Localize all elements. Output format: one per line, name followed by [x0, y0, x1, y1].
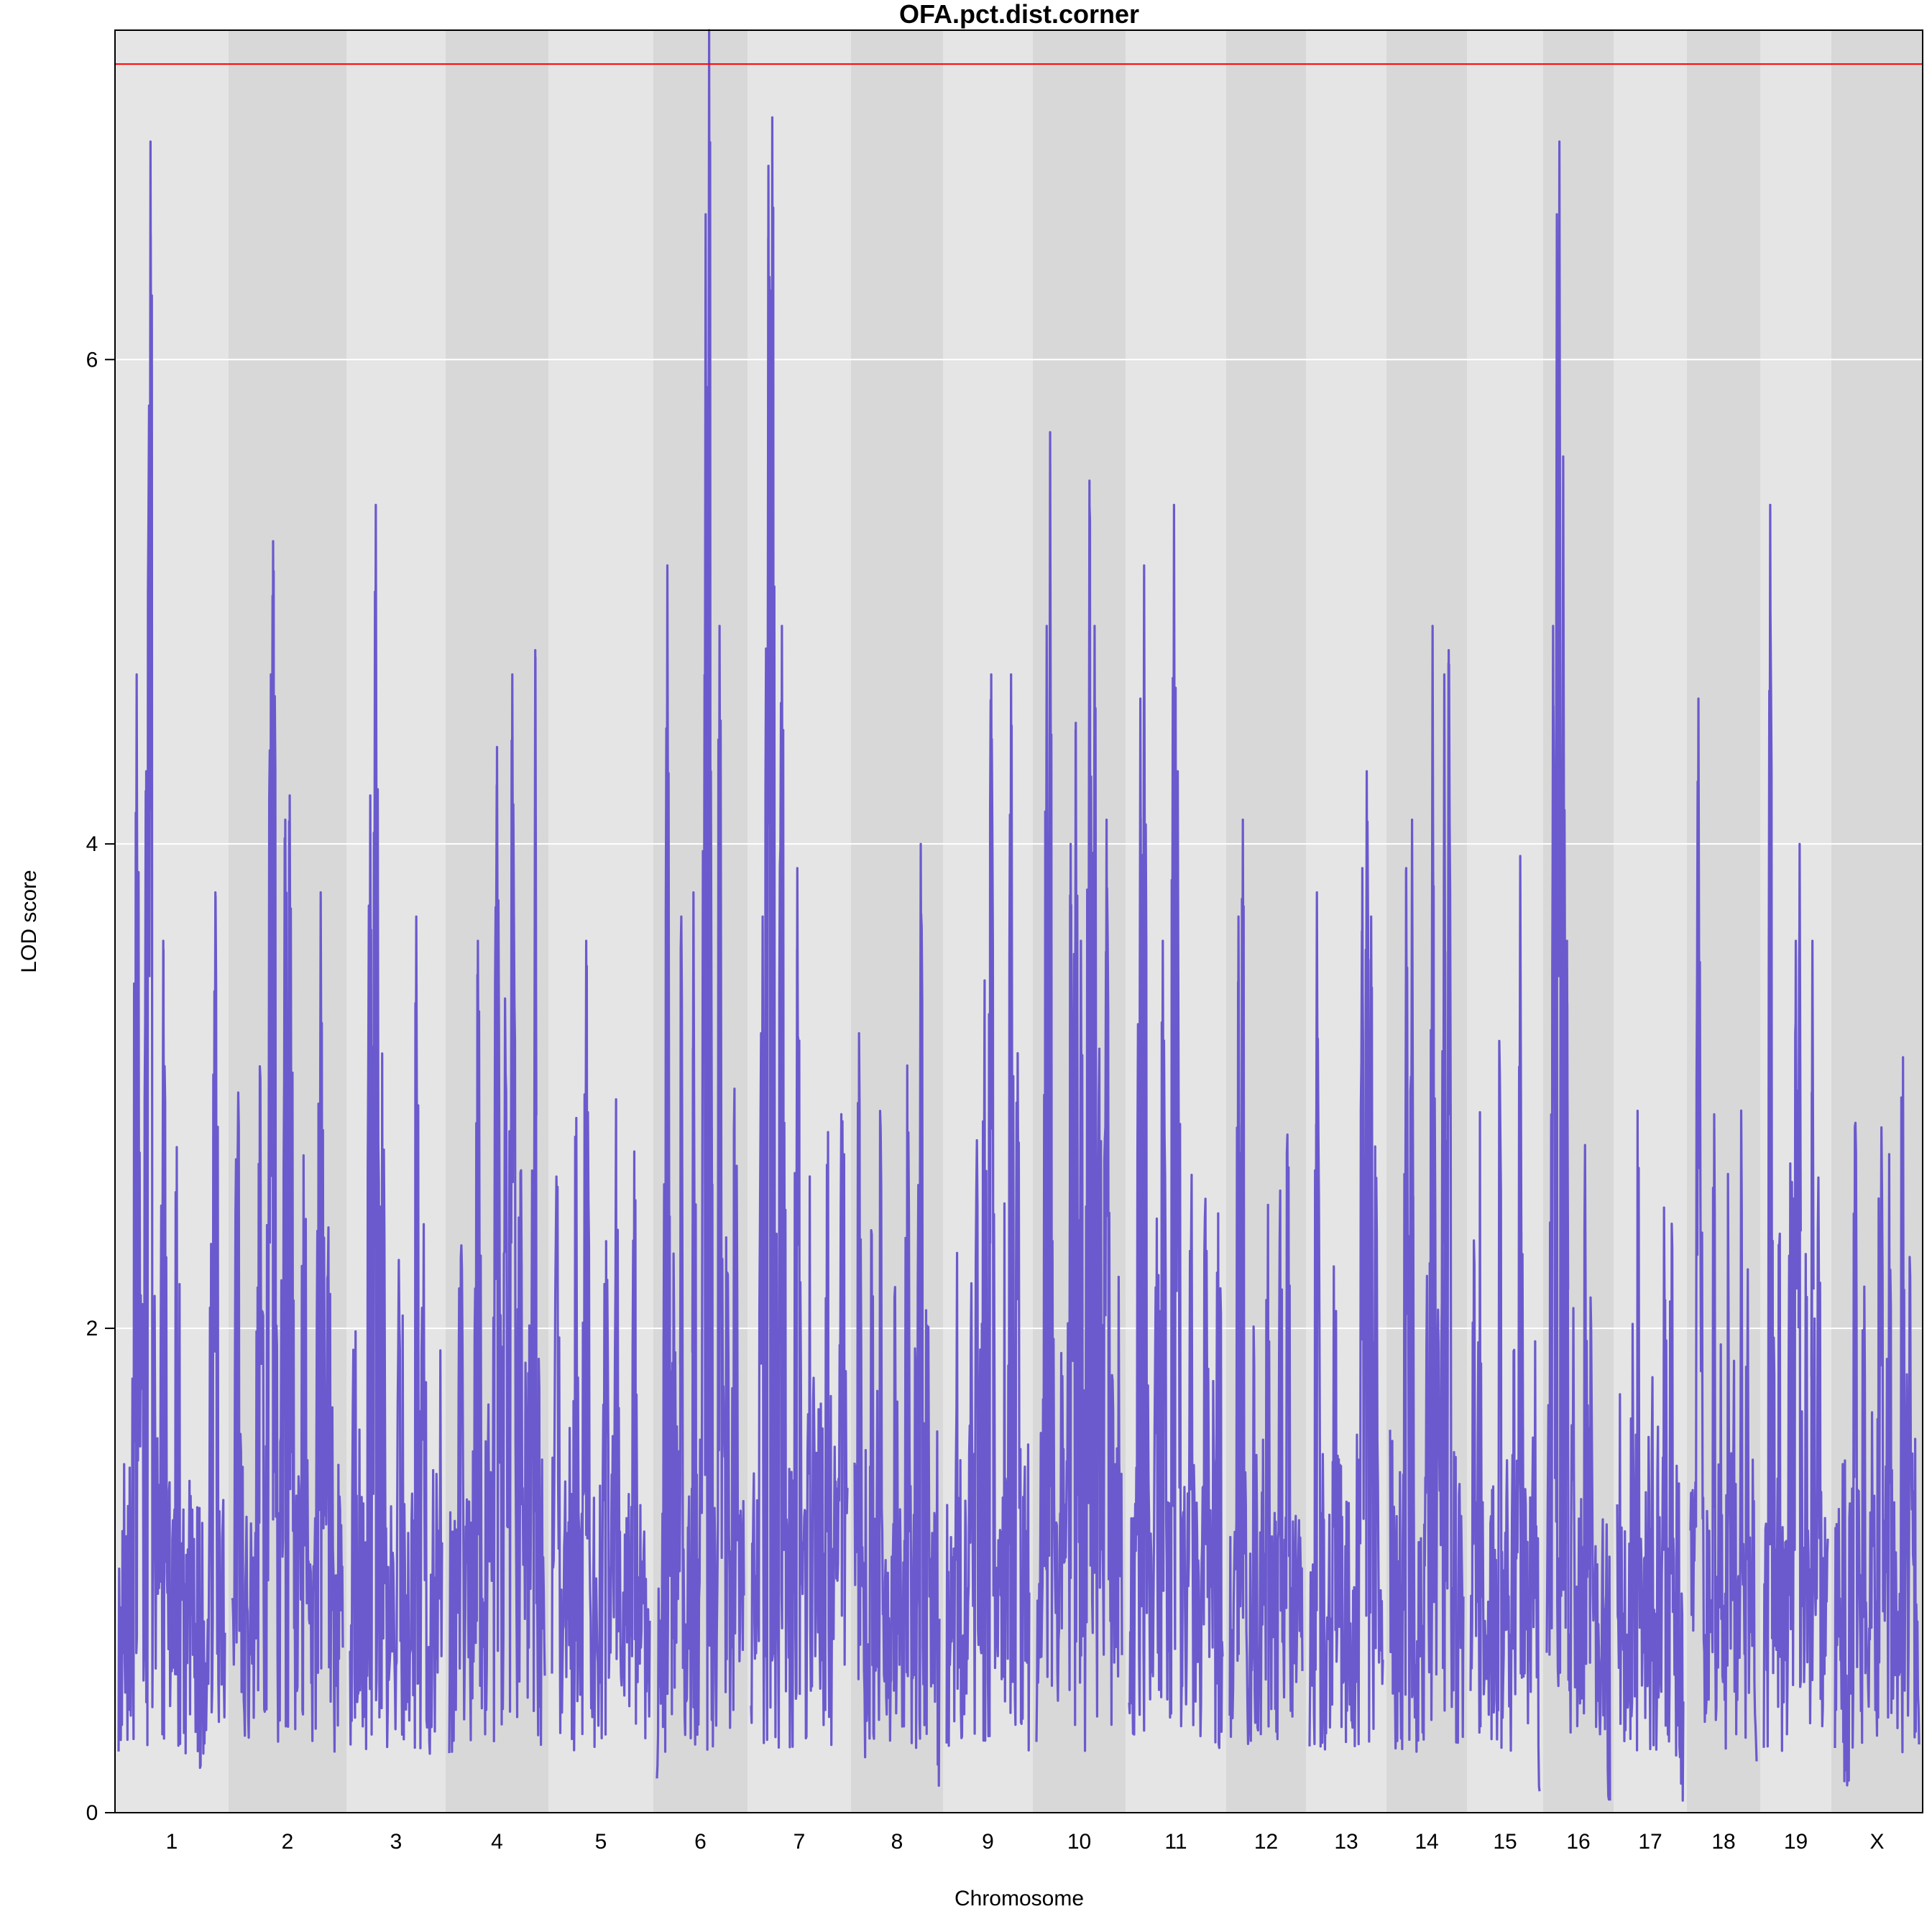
y-axis: 0 2 4 6 — [86, 348, 115, 1825]
x-tick-label-chr-9: 9 — [982, 1830, 994, 1854]
x-tick-label-chr-19: 19 — [1784, 1830, 1808, 1854]
x-tick-label-chr-11: 11 — [1164, 1830, 1187, 1854]
x-axis: 1 2 3 4 5 6 7 8 9 10 11 12 13 14 15 16 17 18 19 X — [166, 1830, 1885, 1854]
x-tick-label-chr-16: 16 — [1566, 1830, 1590, 1854]
x-tick-label-chr-4: 4 — [491, 1830, 503, 1854]
x-tick-label-chr-18: 18 — [1711, 1830, 1735, 1854]
x-tick-label-chr-13: 13 — [1334, 1830, 1358, 1854]
y-tick-label-4: 4 — [86, 832, 98, 856]
x-tick-label-chr-8: 8 — [891, 1830, 903, 1854]
x-tick-label-chr-14: 14 — [1414, 1830, 1438, 1854]
x-tick-label-chr-7: 7 — [794, 1830, 806, 1854]
y-axis-label: LOD score — [17, 870, 41, 972]
x-tick-label-chr-10: 10 — [1067, 1830, 1091, 1854]
x-tick-label-chr-X: X — [1869, 1830, 1884, 1854]
x-tick-label-chr-12: 12 — [1254, 1830, 1278, 1854]
x-tick-label-chr-2: 2 — [282, 1830, 294, 1854]
y-tick-label-0: 0 — [86, 1801, 98, 1825]
x-tick-label-chr-6: 6 — [694, 1830, 707, 1854]
y-tick-label-2: 2 — [86, 1317, 98, 1340]
lod-curve-series — [117, 29, 1920, 1802]
x-tick-label-chr-5: 5 — [595, 1830, 607, 1854]
y-tick-label-6: 6 — [86, 348, 98, 372]
chart-title: OFA.pct.dist.corner — [899, 0, 1139, 29]
x-tick-label-chr-3: 3 — [390, 1830, 402, 1854]
x-tick-label-chr-15: 15 — [1493, 1830, 1517, 1854]
x-axis-label: Chromosome — [954, 1887, 1084, 1910]
x-tick-label-chr-1: 1 — [166, 1830, 178, 1854]
x-tick-label-chr-17: 17 — [1638, 1830, 1662, 1854]
plot-frame — [114, 29, 1923, 1813]
